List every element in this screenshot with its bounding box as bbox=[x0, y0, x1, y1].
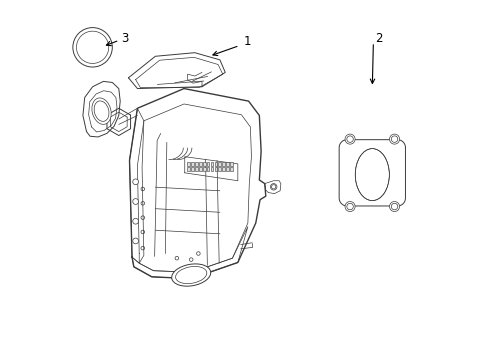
Bar bbox=[219, 162, 221, 166]
Text: 2: 2 bbox=[375, 32, 383, 45]
Circle shape bbox=[270, 184, 277, 190]
Circle shape bbox=[133, 238, 139, 244]
Bar bbox=[230, 162, 233, 166]
Ellipse shape bbox=[92, 98, 111, 124]
Text: 1: 1 bbox=[243, 35, 251, 49]
Bar bbox=[222, 162, 225, 166]
Bar bbox=[215, 162, 218, 166]
Bar bbox=[187, 162, 190, 166]
Bar bbox=[211, 167, 214, 171]
Circle shape bbox=[133, 219, 139, 224]
Bar bbox=[187, 167, 190, 171]
Bar bbox=[230, 167, 233, 171]
Circle shape bbox=[390, 202, 399, 212]
Ellipse shape bbox=[172, 264, 211, 286]
Bar bbox=[222, 167, 225, 171]
Text: 3: 3 bbox=[122, 32, 129, 45]
Bar bbox=[191, 162, 194, 166]
Circle shape bbox=[73, 28, 112, 67]
Circle shape bbox=[133, 199, 139, 204]
Bar bbox=[203, 167, 205, 171]
Ellipse shape bbox=[355, 149, 390, 201]
Circle shape bbox=[390, 134, 399, 144]
Bar bbox=[226, 162, 229, 166]
Circle shape bbox=[133, 179, 139, 185]
Bar bbox=[191, 167, 194, 171]
Bar bbox=[207, 167, 210, 171]
Bar bbox=[203, 162, 205, 166]
Bar bbox=[195, 162, 197, 166]
Circle shape bbox=[345, 202, 355, 212]
Bar bbox=[199, 162, 201, 166]
Bar bbox=[195, 167, 197, 171]
Bar bbox=[199, 167, 201, 171]
Circle shape bbox=[345, 134, 355, 144]
Bar bbox=[226, 167, 229, 171]
Bar bbox=[215, 167, 218, 171]
Bar bbox=[219, 167, 221, 171]
Bar bbox=[211, 162, 214, 166]
Bar bbox=[207, 162, 210, 166]
